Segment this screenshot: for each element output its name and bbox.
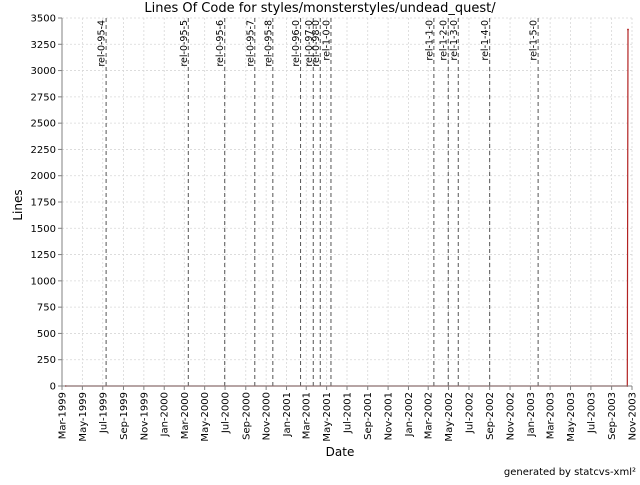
release-marker-label: rel-0-96-0 <box>291 20 302 67</box>
release-marker-label: rel-1-5-0 <box>529 20 540 61</box>
y-tick-label: 2500 <box>31 119 56 130</box>
y-tick-label: 1000 <box>31 276 56 287</box>
release-marker-label: rel-0-95-4 <box>97 20 108 67</box>
y-tick-label: 3000 <box>31 66 56 77</box>
x-tick-label: Nov-2001 <box>384 392 395 440</box>
y-tick-label: 3250 <box>31 40 56 51</box>
release-marker-label: rel-1-2-0 <box>439 20 450 61</box>
y-tick-label: 1750 <box>31 198 56 209</box>
y-tick-label: 2000 <box>31 171 56 182</box>
release-marker-label: rel-1-1-0 <box>424 20 435 61</box>
x-tick-label: Mar-2002 <box>424 392 435 439</box>
x-tick-label: Jul-1999 <box>98 392 109 434</box>
y-tick-label: 750 <box>37 303 56 314</box>
x-axis-title: Date <box>326 445 355 459</box>
release-marker-label: rel-0-95-6 <box>215 20 226 67</box>
release-marker-label: rel-0-97-0 <box>304 20 315 67</box>
x-tick-label: Sep-2002 <box>485 392 496 440</box>
credit-text: generated by statcvs-xml² <box>504 467 636 478</box>
x-tick-label: Jan-2003 <box>526 392 537 437</box>
x-tick-label: Sep-2003 <box>607 392 618 440</box>
x-tick-label: Mar-2003 <box>546 392 557 439</box>
x-tick-label: May-2002 <box>444 392 455 442</box>
y-axis-title: Lines <box>11 189 25 220</box>
x-tick-label: Jul-2000 <box>221 392 232 434</box>
x-tick-label: May-2003 <box>566 392 577 442</box>
x-tick-label: Sep-1999 <box>119 392 130 440</box>
x-tick-label: Mar-1999 <box>58 392 69 439</box>
x-tick-label: Jan-2002 <box>404 392 415 437</box>
y-tick-label: 500 <box>37 329 56 340</box>
x-tick-label: Jul-2003 <box>586 392 597 434</box>
release-marker-label: rel-0-95-8 <box>263 20 274 67</box>
release-markers: rel-0-95-4 rel-0-95-5 rel-0-95-6 rel-0-95-7… <box>97 18 540 386</box>
release-marker-label: rel-1-0-0 <box>321 20 332 61</box>
x-tick-label: Mar-2000 <box>180 392 191 439</box>
x-tick-label: May-2001 <box>322 392 333 442</box>
x-tick-label: Jul-2002 <box>464 392 475 434</box>
y-tick-label: 3500 <box>31 14 56 25</box>
y-tick-label: 250 <box>37 355 56 366</box>
y-tick-label: 0 <box>50 382 56 393</box>
release-marker-label: rel-0-95-5 <box>179 20 190 67</box>
y-tick-label: 1500 <box>31 224 56 235</box>
y-tick-label: 2250 <box>31 145 56 156</box>
data-point <box>627 28 629 31</box>
release-marker-label: rel-0-98-0 <box>311 20 322 67</box>
x-tick-label: Sep-2000 <box>241 392 252 440</box>
axes: 0 250 500 750 1000 1250 1500 1750 2000 2250 2500 27… <box>31 14 639 442</box>
release-marker-label: rel-0-95-7 <box>245 20 256 67</box>
x-tick-label: Nov-1999 <box>139 392 150 440</box>
chart-title: Lines Of Code for styles/monsterstyles/u… <box>144 1 496 16</box>
x-tick-label: Nov-2000 <box>262 392 273 440</box>
x-tick-label: May-2000 <box>200 392 211 442</box>
release-marker-label: rel-1-3-0 <box>449 20 460 61</box>
x-tick-label: Jul-2001 <box>343 392 354 434</box>
y-tick-label: 2750 <box>31 92 56 103</box>
x-tick-label: Jan-2001 <box>282 392 293 437</box>
release-marker-label: rel-1-4-0 <box>480 20 491 61</box>
x-tick-label: Nov-2002 <box>506 392 517 440</box>
x-tick-label: Sep-2001 <box>363 392 374 440</box>
x-tick-label: May-1999 <box>78 392 89 442</box>
y-tick-label: 1250 <box>31 250 56 261</box>
x-tick-label: Mar-2001 <box>302 392 313 439</box>
x-tick-label: Nov-2003 <box>628 392 639 440</box>
x-tick-label: Jan-2000 <box>160 392 171 437</box>
